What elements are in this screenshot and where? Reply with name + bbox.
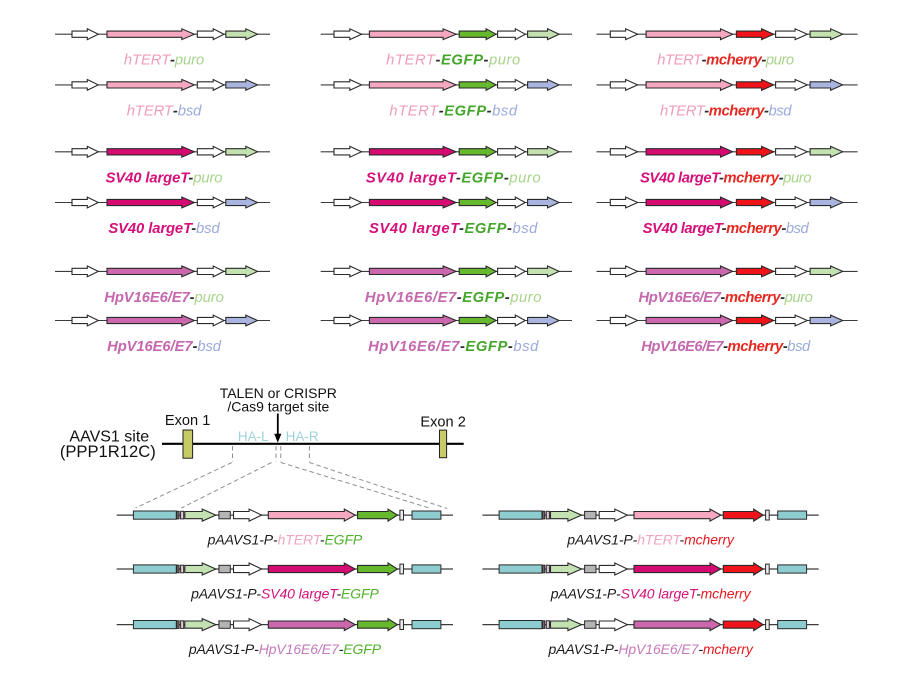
svg-text:hTERT-mcherry-bsd: hTERT-mcherry-bsd [660, 103, 792, 119]
svg-text:Exon 2: Exon 2 [420, 414, 465, 430]
svg-text:pAAVS1-P-hTERT-EGFP: pAAVS1-P-hTERT-EGFP [207, 532, 363, 548]
svg-text:SV40 largeT-puro: SV40 largeT-puro [106, 170, 223, 186]
svg-text:hTERT-bsd: hTERT-bsd [127, 103, 202, 119]
svg-text:SV40 largeT-mcherry-bsd: SV40 largeT-mcherry-bsd [643, 221, 810, 237]
svg-text:/Cas9 target site: /Cas9 target site [227, 399, 329, 415]
svg-text:pAAVS1-P-HpV16E6/E7-mcherry: pAAVS1-P-HpV16E6/E7-mcherry [547, 641, 753, 657]
svg-text:pAAVS1-P-HpV16E6/E7-EGFP: pAAVS1-P-HpV16E6/E7-EGFP [188, 641, 382, 657]
svg-text:SV40 largeT-bsd: SV40 largeT-bsd [108, 221, 220, 237]
svg-text:HpV16E6/E7-bsd: HpV16E6/E7-bsd [107, 339, 222, 355]
svg-text:hTERT-EGFP-puro: hTERT-EGFP-puro [386, 53, 521, 69]
svg-text:HA-R: HA-R [286, 429, 319, 444]
svg-text:pAAVS1-P-SV40 largeT-EGFP: pAAVS1-P-SV40 largeT-EGFP [190, 586, 379, 602]
svg-text:Exon 1: Exon 1 [165, 413, 210, 429]
svg-text:AAVS1 site: AAVS1 site [69, 428, 149, 445]
svg-text:HpV16E6/E7-mcherry-bsd: HpV16E6/E7-mcherry-bsd [641, 339, 811, 355]
svg-text:HpV16E6/E7-mcherry-puro: HpV16E6/E7-mcherry-puro [639, 290, 813, 306]
svg-text:HpV16E6/E7-puro: HpV16E6/E7-puro [104, 290, 223, 306]
svg-text:hTERT-puro: hTERT-puro [124, 53, 204, 69]
svg-text:pAAVS1-P-hTERT-mcherry: pAAVS1-P-hTERT-mcherry [566, 532, 735, 548]
svg-text:SV40 largeT-mcherry-puro: SV40 largeT-mcherry-puro [640, 170, 811, 186]
svg-text:hTERT-mcherry-puro: hTERT-mcherry-puro [657, 53, 794, 69]
svg-text:(PPP1R12C): (PPP1R12C) [60, 442, 156, 461]
svg-text:SV40 largeT-EGFP-puro: SV40 largeT-EGFP-puro [366, 170, 541, 186]
svg-text:HpV16E6/E7-EGFP-bsd: HpV16E6/E7-EGFP-bsd [368, 339, 539, 355]
svg-text:HpV16E6/E7-EGFP-puro: HpV16E6/E7-EGFP-puro [365, 290, 542, 306]
svg-text:HA-L: HA-L [238, 429, 269, 444]
svg-text:hTERT-EGFP-bsd: hTERT-EGFP-bsd [389, 103, 518, 119]
svg-text:TALEN or CRISPR: TALEN or CRISPR [220, 385, 337, 401]
svg-text:SV40 largeT-EGFP-bsd: SV40 largeT-EGFP-bsd [369, 221, 538, 237]
svg-text:pAAVS1-P-SV40 largeT-mcherry: pAAVS1-P-SV40 largeT-mcherry [550, 586, 752, 602]
